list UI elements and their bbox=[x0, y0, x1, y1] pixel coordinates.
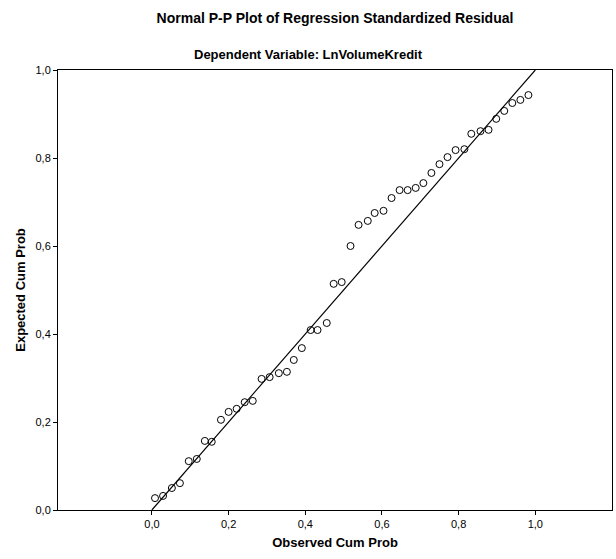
svg-text:0,0: 0,0 bbox=[36, 504, 51, 516]
svg-text:0,4: 0,4 bbox=[36, 328, 51, 340]
svg-text:1,0: 1,0 bbox=[528, 518, 543, 530]
svg-text:0,2: 0,2 bbox=[221, 518, 236, 530]
svg-text:1,0: 1,0 bbox=[36, 64, 51, 76]
svg-text:0,8: 0,8 bbox=[36, 152, 51, 164]
svg-text:Expected Cum Prob: Expected Cum Prob bbox=[13, 228, 28, 352]
svg-text:Observed Cum Prob: Observed Cum Prob bbox=[272, 535, 398, 550]
svg-text:0,8: 0,8 bbox=[451, 518, 466, 530]
svg-text:Dependent Variable: LnVolumeKr: Dependent Variable: LnVolumeKredit bbox=[194, 47, 423, 62]
svg-text:0,6: 0,6 bbox=[374, 518, 389, 530]
svg-text:0,6: 0,6 bbox=[36, 240, 51, 252]
svg-text:0,4: 0,4 bbox=[298, 518, 313, 530]
svg-text:Normal P-P Plot of Regression: Normal P-P Plot of Regression Standardiz… bbox=[157, 10, 514, 26]
svg-text:0,2: 0,2 bbox=[36, 416, 51, 428]
svg-text:0,0: 0,0 bbox=[144, 518, 159, 530]
